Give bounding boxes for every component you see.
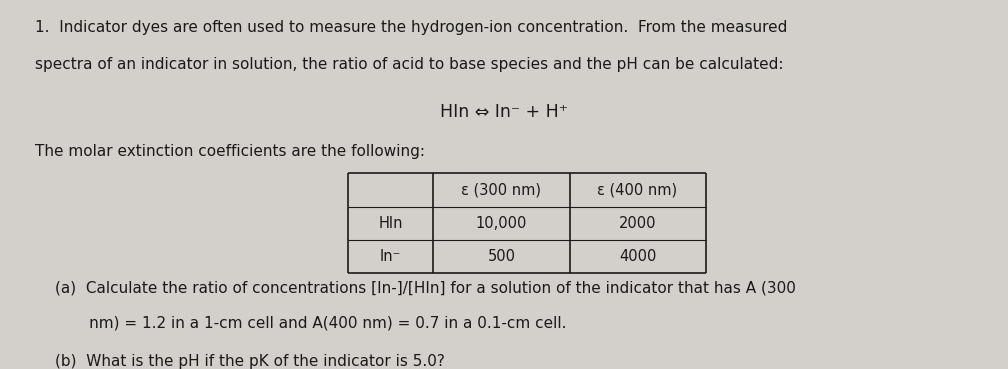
Text: spectra of an indicator in solution, the ratio of acid to base species and the p: spectra of an indicator in solution, the… [35,57,784,72]
Text: (a)  Calculate the ratio of concentrations [In-]/[HIn] for a solution of the ind: (a) Calculate the ratio of concentration… [55,280,796,296]
Text: 4000: 4000 [619,249,656,264]
Text: 1.  Indicator dyes are often used to measure the hydrogen-ion concentration.  Fr: 1. Indicator dyes are often used to meas… [35,20,787,35]
Text: (b)  What is the pH if the pK of the indicator is 5.0?: (b) What is the pH if the pK of the indi… [55,354,446,369]
Text: ε (300 nm): ε (300 nm) [462,183,541,197]
Text: The molar extinction coefficients are the following:: The molar extinction coefficients are th… [35,144,425,159]
Text: ε (400 nm): ε (400 nm) [598,183,677,197]
Text: In⁻: In⁻ [380,249,401,264]
Text: HIn: HIn [378,216,403,231]
Text: nm) = 1.2 in a 1-cm cell and A(400 nm) = 0.7 in a 0.1-cm cell.: nm) = 1.2 in a 1-cm cell and A(400 nm) =… [55,315,566,331]
Text: 500: 500 [488,249,515,264]
Text: 10,000: 10,000 [476,216,527,231]
Text: 2000: 2000 [619,216,656,231]
Text: HIn ⇔ In⁻ + H⁺: HIn ⇔ In⁻ + H⁺ [440,103,568,121]
